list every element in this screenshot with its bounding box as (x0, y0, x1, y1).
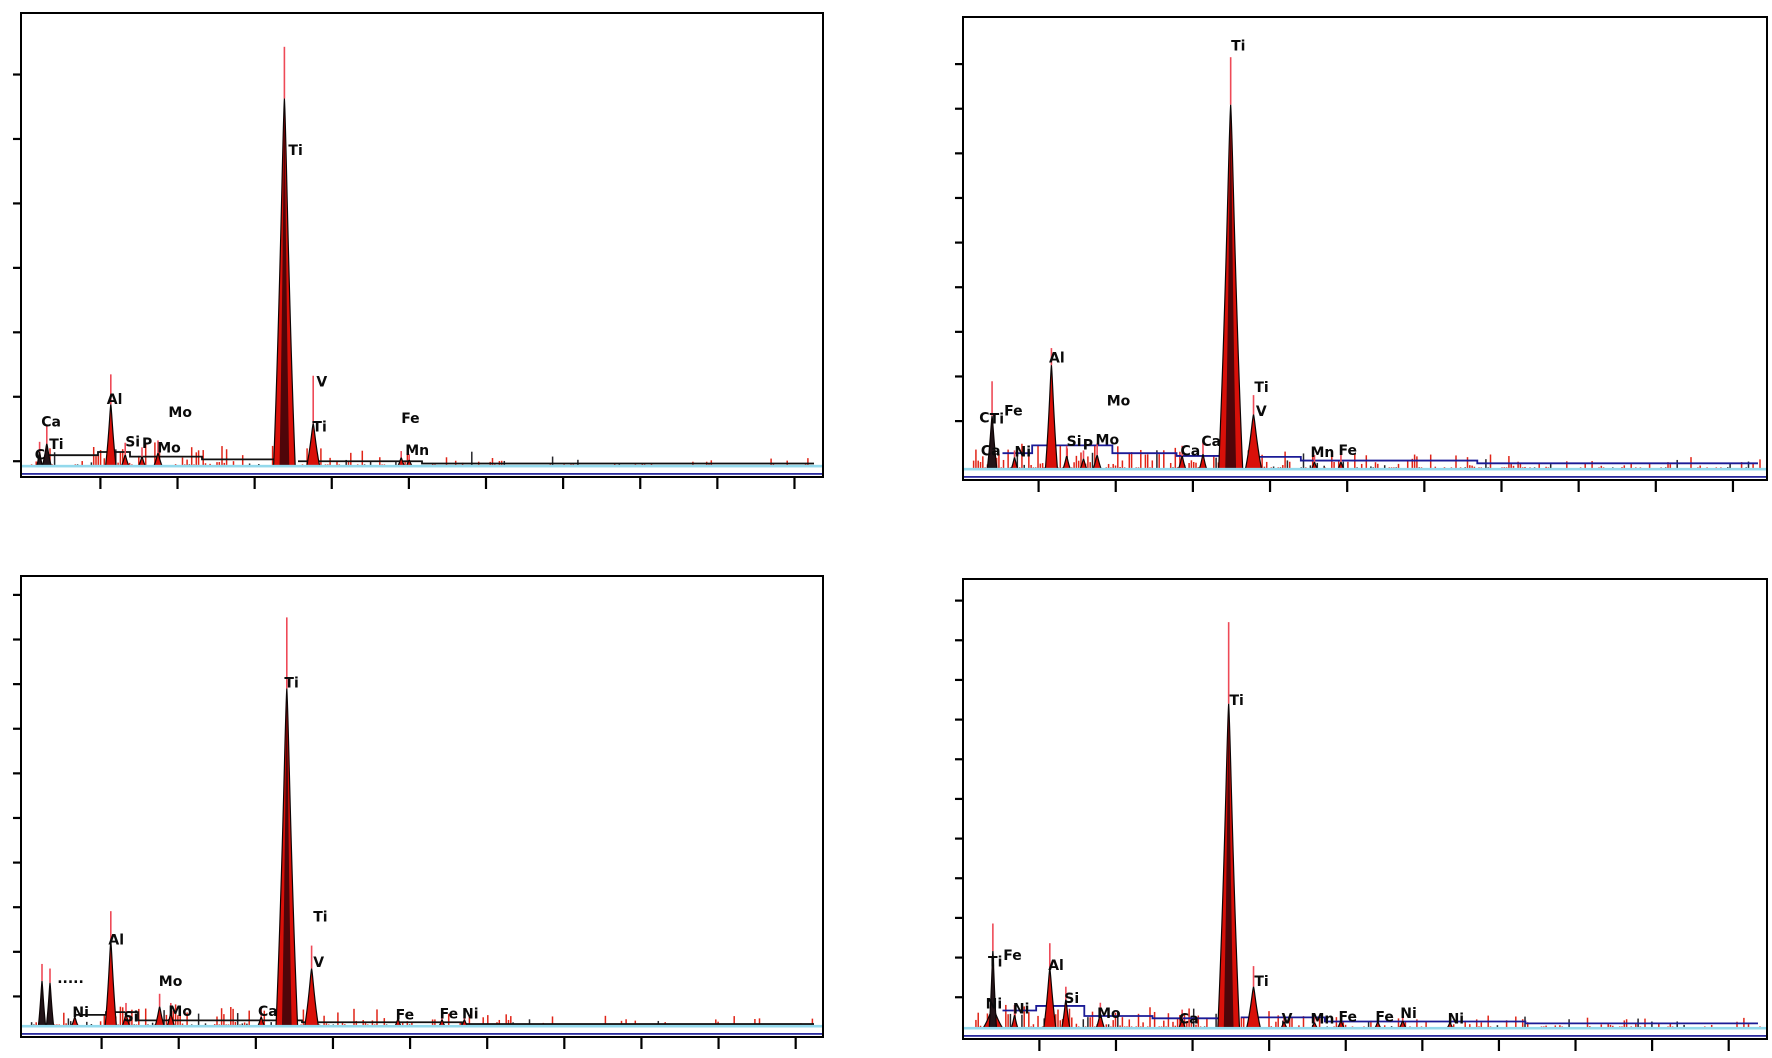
element-label: Fe (1375, 1010, 1394, 1026)
element-label: Ca (1201, 434, 1221, 450)
element-label: V (316, 375, 327, 391)
spectrum-panel-top-left: Ca C Ti Al Si P Mo Mo Ti V Ti Fe Mn (13, 12, 824, 489)
element-label: Si (1064, 991, 1079, 1007)
element-label: Mo (159, 974, 183, 990)
element-label: Ni (72, 1005, 89, 1021)
element-label: Mn (1310, 445, 1334, 461)
element-label: Ti (49, 437, 63, 453)
element-label: Mo (1107, 394, 1131, 410)
element-label: Ti (312, 420, 326, 436)
element-label: ····· (57, 974, 84, 990)
element-label: Mo (157, 440, 181, 456)
element-label: Ti (1229, 693, 1243, 709)
element-label: Mn (405, 443, 429, 459)
element-label: Si (125, 434, 140, 450)
element-label: Fe (1003, 948, 1022, 964)
element-label: Fe (1339, 1010, 1358, 1026)
element-label: Ca (258, 1004, 278, 1020)
element-label: Mo (1097, 1006, 1121, 1022)
element-label: Ti (1231, 39, 1245, 55)
element-label: Al (1048, 958, 1064, 974)
element-label: Ti (990, 412, 1004, 428)
spectrum-panel-top-right: C Ti Fe Ca Ni Al Si P Mo Mo Ca Ca Ti Ti V Mn Fe (955, 16, 1768, 492)
element-label: Al (1049, 350, 1065, 366)
element-label: Fe (1004, 403, 1023, 419)
element-label: V (313, 955, 324, 971)
element-label: C (979, 411, 989, 427)
element-label: Fe (401, 411, 420, 427)
element-label: P (142, 436, 152, 452)
element-label: C (35, 447, 45, 463)
element-label: Ti (313, 910, 327, 926)
element-label: P (1083, 437, 1093, 453)
element-label: Ni (1013, 1001, 1030, 1017)
element-label: Ni (1448, 1011, 1465, 1027)
element-label: Ni (1015, 444, 1032, 460)
element-label: Ni (986, 997, 1003, 1013)
spectrum-panel-bottom-left: ····· Ni Al Si Mo Mo Ca Ti Ti V Fe Fe Ni (13, 575, 824, 1049)
element-label: Si (124, 1009, 139, 1025)
element-label: Mo (168, 1004, 192, 1020)
element-label: Ni (462, 1007, 479, 1023)
spectrum-panel-bottom-right: Ti Fe Ni Ni Al Si Mo Ca Ti Ti V Mn Fe Fe Ni Ni (955, 578, 1768, 1051)
element-label: Ti (1254, 974, 1268, 990)
element-label: Ni (1400, 1006, 1417, 1022)
element-label: Mn (1310, 1011, 1334, 1027)
element-label: Ti (988, 955, 1002, 971)
element-label: Al (107, 392, 123, 408)
element-label: Mo (168, 405, 192, 421)
element-label: Ca (1179, 1011, 1199, 1027)
element-label: Mo (1096, 432, 1120, 448)
element-label: Ti (284, 676, 298, 692)
element-label: Al (108, 933, 124, 949)
element-label: Si (1067, 434, 1082, 450)
element-label: Ca (41, 414, 61, 430)
element-label: Ca (981, 443, 1001, 459)
element-label: Ti (1254, 380, 1268, 396)
element-label: V (1282, 1011, 1293, 1027)
element-label: Fe (1339, 443, 1358, 459)
element-label: Ti (288, 143, 302, 159)
element-label: Fe (396, 1007, 415, 1023)
element-label: Ca (1181, 443, 1201, 459)
element-label: V (1256, 404, 1267, 420)
element-label: Fe (440, 1007, 459, 1023)
